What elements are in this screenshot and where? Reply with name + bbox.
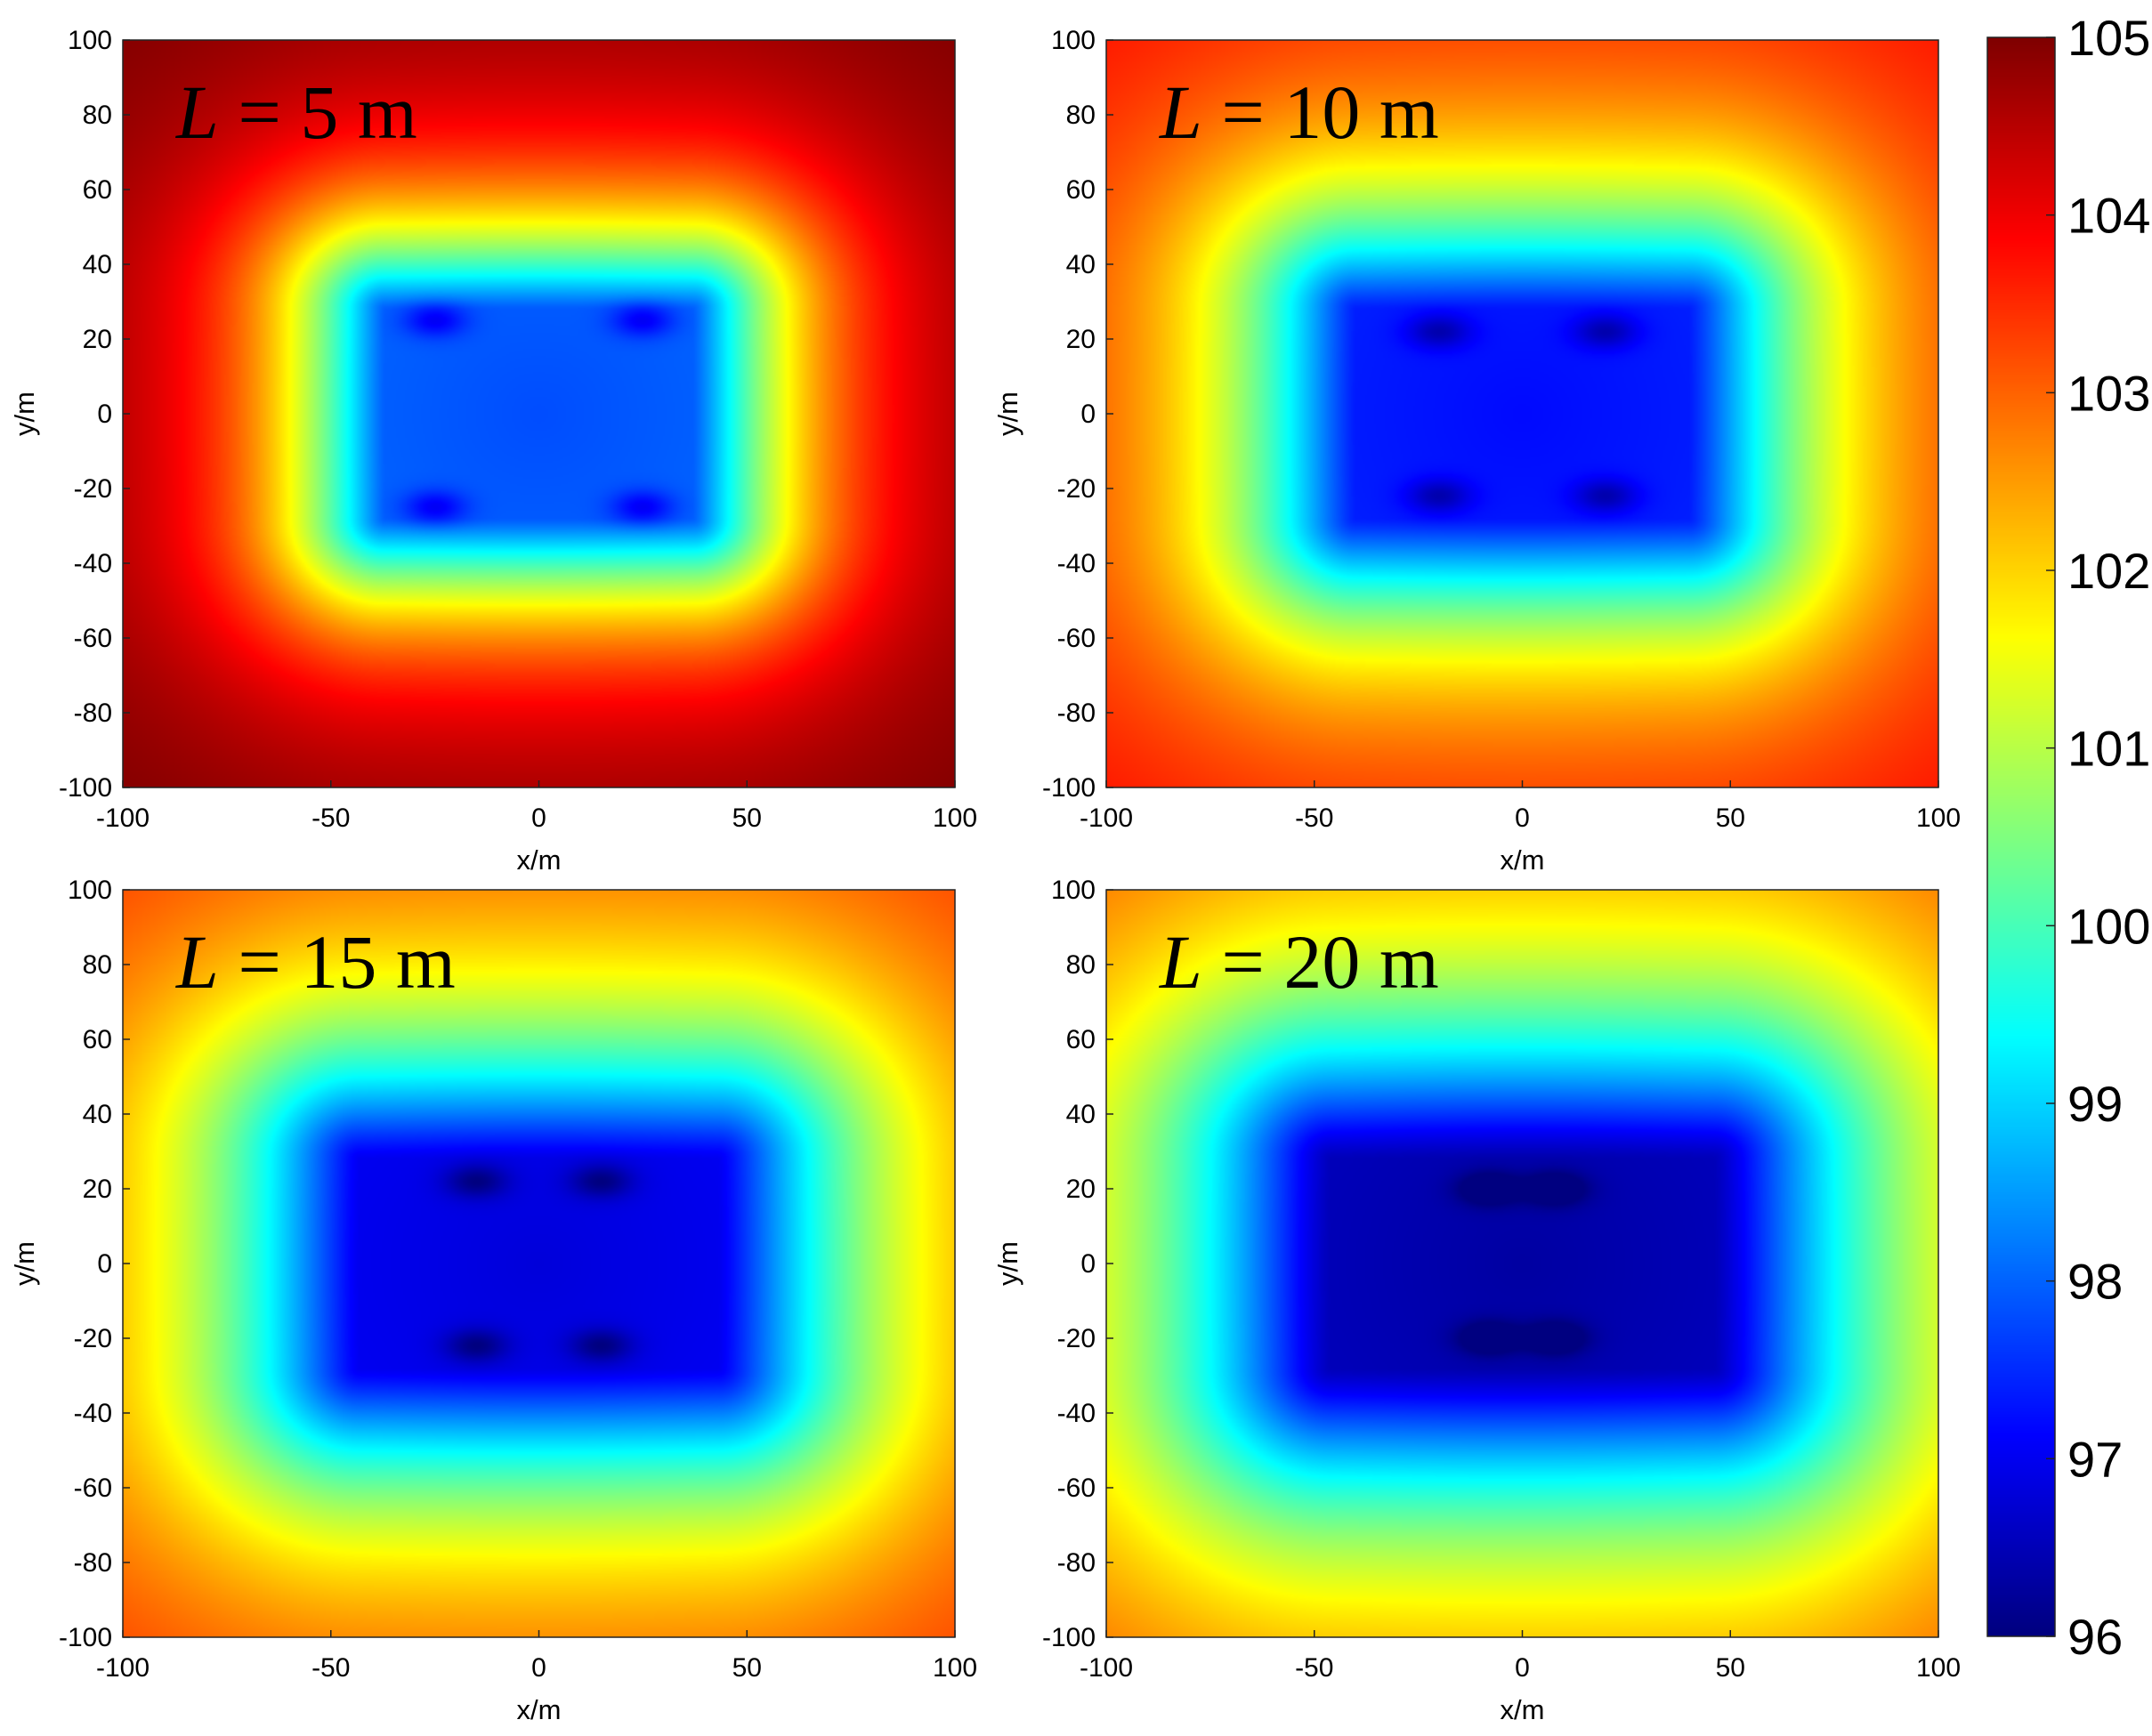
y-tick-label: 0 xyxy=(97,400,112,429)
x-tick-label: 100 xyxy=(933,803,977,833)
y-tick-label: 100 xyxy=(1051,876,1096,905)
x-tick-label: -100 xyxy=(1080,803,1133,833)
y-tick-label: -40 xyxy=(74,1399,112,1428)
colorbar-tick-label: 101 xyxy=(2067,721,2150,777)
colorbar-tick-label: 98 xyxy=(2067,1254,2123,1310)
y-tick-label: 40 xyxy=(1066,250,1096,279)
y-tick-label: -80 xyxy=(1057,1548,1096,1578)
y-tick-label: 20 xyxy=(83,1175,112,1204)
y-tick-label: -40 xyxy=(1057,549,1096,578)
colorbar-tick-label: 99 xyxy=(2067,1076,2123,1132)
y-tick-label: 100 xyxy=(68,26,112,55)
y-tick-label: 20 xyxy=(1066,325,1096,354)
x-tick-label: -100 xyxy=(1080,1653,1133,1683)
x-tick-label: 50 xyxy=(1716,1653,1745,1683)
x-axis-label: x/m xyxy=(1501,1694,1545,1725)
heatmap-panel-l15 xyxy=(123,890,955,1637)
x-tick-label: 50 xyxy=(732,803,762,833)
y-tick-label: 60 xyxy=(83,1025,112,1054)
x-axis-label: x/m xyxy=(517,1694,562,1725)
y-tick-label: -60 xyxy=(1057,1474,1096,1503)
x-tick-label: -50 xyxy=(311,1653,350,1683)
colorbar-tick-label: 105 xyxy=(2067,10,2150,66)
heatmap-panel-l20 xyxy=(1106,890,1938,1637)
y-tick-label: 80 xyxy=(83,101,112,130)
panel-title: L = 15 m xyxy=(174,919,456,1005)
y-axis-label: y/m xyxy=(9,1241,40,1286)
colorbar-tick-label: 103 xyxy=(2067,365,2150,421)
colorbar-tick-label: 104 xyxy=(2067,188,2150,244)
colorbar-frame xyxy=(1986,36,2056,1637)
y-tick-label: -20 xyxy=(74,1324,112,1353)
y-tick-label: 20 xyxy=(1066,1175,1096,1204)
y-tick-label: -80 xyxy=(74,1548,112,1578)
panel-title: L = 5 m xyxy=(174,69,417,155)
colorbar xyxy=(1987,37,2055,1636)
colorbar-tick-label: 97 xyxy=(2067,1431,2123,1487)
y-tick-label: -40 xyxy=(1057,1399,1096,1428)
y-tick-label: -20 xyxy=(1057,1324,1096,1353)
x-tick-label: 0 xyxy=(531,803,546,833)
heatmap-panel-l5 xyxy=(123,40,955,787)
y-tick-label: -80 xyxy=(1057,698,1096,728)
panel-title: L = 20 m xyxy=(1158,919,1439,1005)
y-tick-label: 20 xyxy=(83,325,112,354)
y-axis-label: y/m xyxy=(9,392,40,436)
x-axis-label: x/m xyxy=(1501,844,1545,876)
y-tick-label: 60 xyxy=(1066,1025,1096,1054)
y-tick-label: -100 xyxy=(59,773,112,803)
x-tick-label: -50 xyxy=(1295,803,1333,833)
x-tick-label: 50 xyxy=(732,1653,762,1683)
y-axis-label: y/m xyxy=(992,392,1023,436)
x-tick-label: -100 xyxy=(96,1653,150,1683)
y-tick-label: -60 xyxy=(1057,624,1096,653)
x-axis-label: x/m xyxy=(517,844,562,876)
x-tick-label: 100 xyxy=(1916,803,1961,833)
y-tick-label: -100 xyxy=(1042,1623,1096,1652)
y-tick-label: 0 xyxy=(1080,400,1096,429)
y-tick-label: -80 xyxy=(74,698,112,728)
y-tick-label: 60 xyxy=(83,175,112,205)
x-tick-label: 0 xyxy=(1515,803,1530,833)
y-tick-label: -40 xyxy=(74,549,112,578)
y-tick-label: 40 xyxy=(83,250,112,279)
y-tick-label: 0 xyxy=(1080,1249,1096,1279)
x-tick-label: 100 xyxy=(1916,1653,1961,1683)
colorbar-tick-label: 96 xyxy=(2067,1609,2123,1665)
y-tick-label: 60 xyxy=(1066,175,1096,205)
y-tick-label: 0 xyxy=(97,1249,112,1279)
x-tick-label: 50 xyxy=(1716,803,1745,833)
y-tick-label: 80 xyxy=(83,950,112,980)
y-tick-label: 40 xyxy=(83,1100,112,1129)
heatmap-panel-l10 xyxy=(1106,40,1938,787)
y-tick-label: -100 xyxy=(1042,773,1096,803)
colorbar-tick-label: 102 xyxy=(2067,543,2150,599)
x-tick-label: 0 xyxy=(1515,1653,1530,1683)
y-axis-label: y/m xyxy=(992,1241,1023,1286)
x-tick-label: 100 xyxy=(933,1653,977,1683)
y-tick-label: -20 xyxy=(1057,474,1096,504)
y-tick-label: 80 xyxy=(1066,101,1096,130)
y-tick-label: -60 xyxy=(74,1474,112,1503)
y-tick-label: 40 xyxy=(1066,1100,1096,1129)
y-tick-label: -20 xyxy=(74,474,112,504)
x-tick-label: -50 xyxy=(311,803,350,833)
y-tick-label: -100 xyxy=(59,1623,112,1652)
y-tick-label: 100 xyxy=(1051,26,1096,55)
y-tick-label: 100 xyxy=(68,876,112,905)
x-tick-label: -50 xyxy=(1295,1653,1333,1683)
colorbar-tick-label: 100 xyxy=(2067,898,2150,954)
x-tick-label: -100 xyxy=(96,803,150,833)
y-tick-label: -60 xyxy=(74,624,112,653)
panel-title: L = 10 m xyxy=(1158,69,1439,155)
x-tick-label: 0 xyxy=(531,1653,546,1683)
y-tick-label: 80 xyxy=(1066,950,1096,980)
